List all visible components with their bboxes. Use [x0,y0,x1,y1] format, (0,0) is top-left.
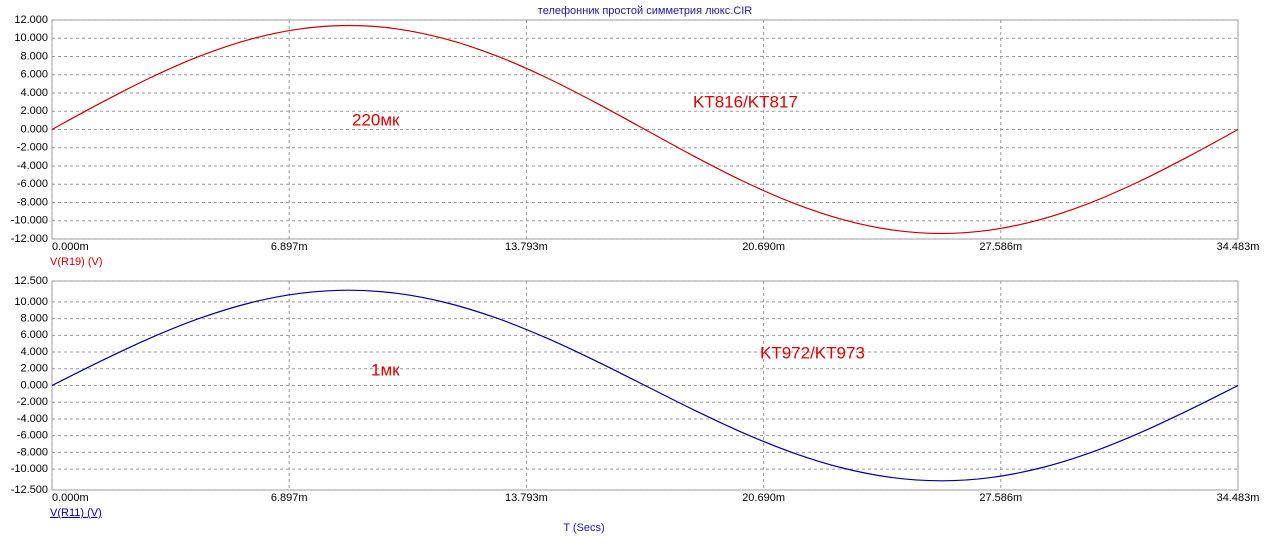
x-tick-label: 6.897m [271,241,308,253]
y-tick-label: 10.000 [14,296,48,308]
x-tick-label: 13.793m [505,241,548,253]
y-tick-label: -12.000 [11,233,48,245]
x-tick-label: 0.000m [52,492,89,504]
x-tick-label: 20.690m [742,241,785,253]
x-tick-label: 34.483m [1217,492,1260,504]
annotation: KT972/KT973 [760,343,865,362]
y-tick-label: 4.000 [20,87,48,99]
chart-title: телефонник простой симметрия люкс.CIR [538,5,752,17]
y-tick-label: 6.000 [20,69,48,81]
x-tick-label: 6.897m [271,492,308,504]
x-tick-label: 20.690m [742,492,785,504]
annotation: 1мк [371,360,400,379]
x-tick-label: 0.000m [52,241,89,253]
y-tick-label: 8.000 [20,50,48,62]
y-tick-label: 2.000 [20,105,48,117]
y-tick-label: -10.000 [11,463,48,475]
y-tick-label: -6.000 [17,430,48,442]
y-tick-label: -10.000 [11,215,48,227]
y-tick-label: -8.000 [17,196,48,208]
x-tick-label: 27.586m [979,492,1022,504]
y-tick-label: 4.000 [20,346,48,358]
x-tick-label: 27.586m [979,241,1022,253]
annotation: 220мк [352,110,400,129]
y-tick-label: 12.000 [14,14,48,26]
y-tick-label: 10.000 [14,32,48,44]
x-tick-label: 34.483m [1217,241,1260,253]
y-tick-label: 2.000 [20,363,48,375]
x-tick-label: 13.793m [505,492,548,504]
annotation: KT816/KT817 [693,92,798,111]
y-tick-label: -12.500 [11,484,48,496]
y-tick-label: 0.000 [20,123,48,135]
y-tick-label: -4.000 [17,160,48,172]
y-tick-label: -6.000 [17,178,48,190]
y-tick-label: 0.000 [20,379,48,391]
y-tick-label: 6.000 [20,329,48,341]
series-label: V(R19) (V) [50,256,103,268]
y-tick-label: -2.000 [17,142,48,154]
x-axis-label: T (Secs) [563,522,604,534]
y-tick-label: -4.000 [17,413,48,425]
y-tick-label: 12.500 [14,275,48,287]
series-line [51,289,1239,482]
y-tick-label: 8.000 [20,313,48,325]
y-tick-label: -2.000 [17,396,48,408]
y-tick-label: -8.000 [17,446,48,458]
series-label: V(R11) (V) [50,507,102,519]
series-line [51,24,1239,235]
